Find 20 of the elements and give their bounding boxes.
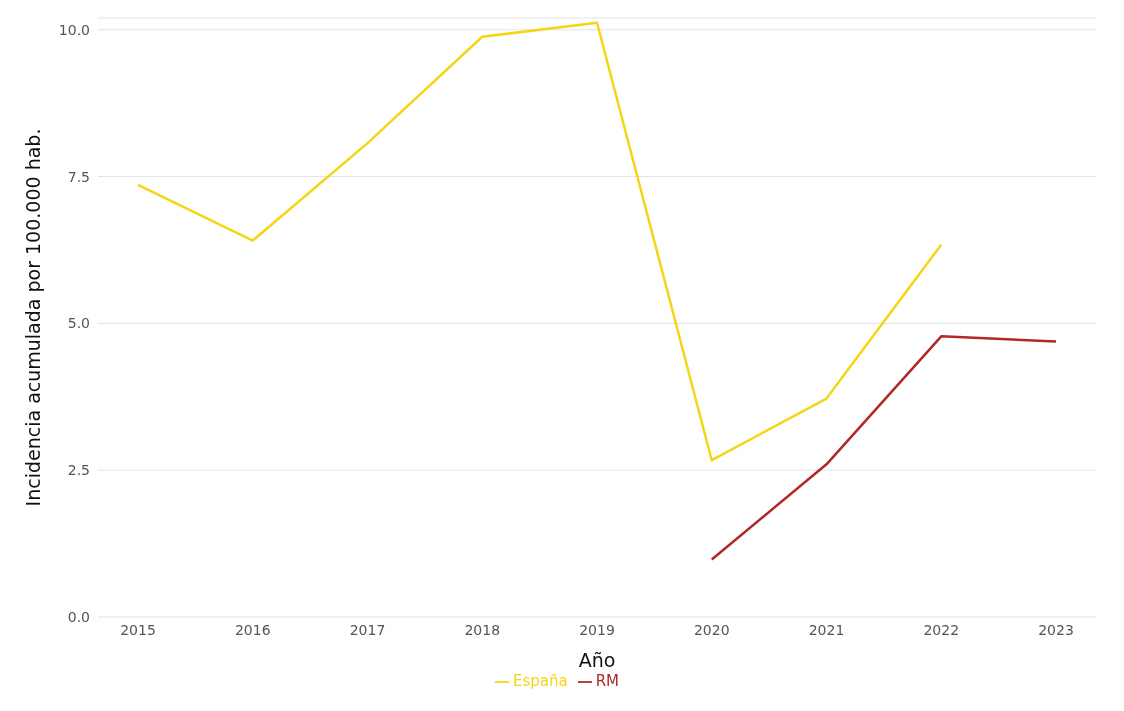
x-tick-label: 2021 bbox=[808, 621, 845, 638]
legend-label: RM bbox=[595, 672, 620, 690]
line-series bbox=[136, 21, 943, 462]
y-tick-label: 7.5 bbox=[67, 168, 90, 185]
x-tick-label: 2018 bbox=[464, 621, 501, 638]
x-tick-label: 2016 bbox=[234, 621, 271, 638]
y-tick-label: 0.0 bbox=[67, 608, 90, 625]
y-tick-label: 10.0 bbox=[58, 21, 90, 38]
x-tick-label: 2015 bbox=[120, 621, 156, 638]
x-tick-label: 2017 bbox=[349, 621, 386, 638]
x-tick-label: 2022 bbox=[923, 621, 960, 638]
x-tick-label: 2020 bbox=[693, 621, 730, 638]
legend-label: España bbox=[512, 672, 568, 690]
x-axis-title: Año bbox=[578, 649, 616, 671]
x-tick-label: 2019 bbox=[579, 621, 615, 638]
line-series bbox=[710, 335, 1058, 561]
y-axis-title: Incidencia acumulada por 100.000 hab. bbox=[21, 128, 44, 507]
x-tick-label: 2023 bbox=[1038, 621, 1074, 638]
y-tick-label: 2.5 bbox=[67, 462, 90, 479]
y-tick-label: 5.0 bbox=[67, 315, 90, 332]
